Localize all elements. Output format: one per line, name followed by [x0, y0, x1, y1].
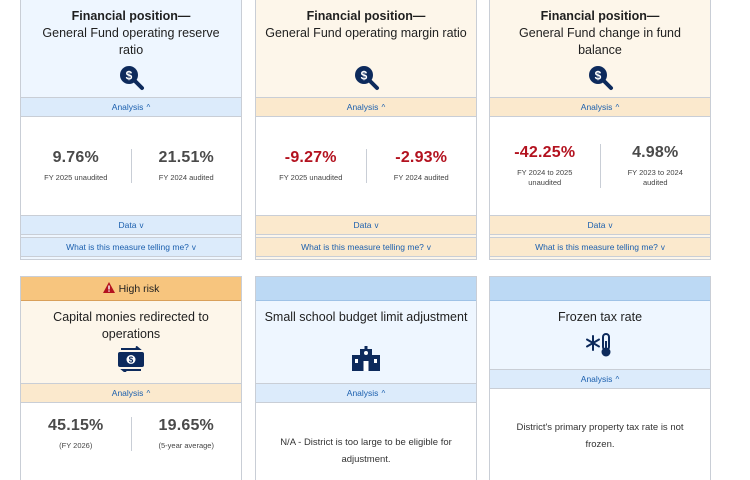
- analysis-label: Analysis: [580, 374, 613, 384]
- chevron-down-icon: v: [426, 242, 431, 252]
- measure-explanation-toggle[interactable]: What is this measure telling me? v: [256, 237, 476, 257]
- measure-explanation-toggle[interactable]: What is this measure telling me? v: [21, 237, 241, 257]
- metric-label: FY 2025 unaudited: [279, 173, 343, 182]
- analysis-toggle[interactable]: Analysis ^: [490, 97, 710, 117]
- analysis-note: N/A - District is too large to be eligib…: [280, 437, 452, 465]
- card-capital-monies-redirected: High risk Capital monies redirected to o…: [20, 276, 242, 480]
- card-change-in-fund-balance: Financial position— General Fund change …: [489, 0, 711, 260]
- data-toggle[interactable]: Data v: [256, 215, 476, 235]
- card-subtitle: General Fund change in fund balance: [519, 26, 681, 57]
- card-header-band: [256, 277, 476, 301]
- analysis-label: Analysis: [111, 388, 144, 398]
- warning-icon: [102, 281, 115, 296]
- metric-label: FY 2024 audited: [158, 173, 214, 182]
- measure-explanation-label: What is this measure telling me?: [535, 242, 658, 252]
- svg-text:$: $: [126, 69, 133, 83]
- risk-badge-label: High risk: [118, 282, 160, 295]
- metrics-panel: 45.15% (FY 2026) 19.65% (5-year average): [21, 403, 241, 480]
- analysis-label: Analysis: [111, 102, 144, 112]
- metric-label: FY 2024 to 2025 unaudited: [517, 168, 573, 187]
- card-small-school-budget-limit: Small school budget limit adjustment Ana…: [255, 276, 477, 480]
- analysis-toggle[interactable]: Analysis ^: [21, 383, 241, 403]
- metrics-panel: -42.25% FY 2024 to 2025 unaudited 4.98% FY…: [490, 117, 710, 215]
- svg-text:$: $: [129, 356, 134, 365]
- svg-text:$: $: [595, 69, 602, 83]
- analysis-label: Analysis: [346, 388, 379, 398]
- metric-value: 21.51%: [158, 149, 214, 166]
- analysis-toggle[interactable]: Analysis ^: [21, 97, 241, 117]
- metric-value: 45.15%: [48, 417, 104, 434]
- metric-value: -2.93%: [395, 149, 448, 166]
- metric: -42.25% FY 2024 to 2025 unaudited: [490, 144, 600, 188]
- money-search-icon: $: [256, 63, 476, 91]
- metric-value: 9.76%: [52, 149, 99, 166]
- data-label: Data: [118, 220, 137, 230]
- chevron-up-icon: ^: [146, 102, 151, 112]
- school-building-icon: [256, 345, 476, 373]
- note-panel: District's primary property tax rate is …: [490, 389, 710, 480]
- card-subtitle: General Fund operating margin ratio: [265, 26, 467, 40]
- analysis-toggle[interactable]: Analysis ^: [256, 97, 476, 117]
- chevron-down-icon: v: [139, 220, 144, 230]
- card-frozen-tax-rate: Frozen tax rate Analysis ^ District's pri…: [489, 276, 711, 480]
- chevron-up-icon: ^: [146, 388, 151, 398]
- metric-label: (5-year average): [158, 441, 214, 450]
- svg-text:$: $: [361, 69, 368, 83]
- metric: 9.76% FY 2025 unaudited: [21, 149, 131, 183]
- card-operating-reserve-ratio: Financial position— General Fund operati…: [20, 0, 242, 260]
- card-title: Capital monies redirected to operations: [53, 310, 209, 341]
- metric-value: -42.25%: [514, 144, 576, 161]
- metric-label: FY 2024 audited: [393, 173, 449, 182]
- chevron-up-icon: ^: [381, 388, 386, 398]
- metric-value: 19.65%: [158, 417, 214, 434]
- metric: 21.51% FY 2024 audited: [130, 149, 242, 183]
- card-title: Financial position—: [71, 9, 191, 23]
- analysis-note: District's primary property tax rate is …: [516, 422, 684, 450]
- chevron-down-icon: v: [608, 220, 613, 230]
- metric: -2.93% FY 2024 audited: [365, 149, 477, 183]
- measure-explanation-label: What is this measure telling me?: [66, 242, 189, 252]
- data-label: Data: [587, 220, 606, 230]
- measure-explanation-label: What is this measure telling me?: [301, 242, 424, 252]
- money-search-icon: $: [21, 63, 241, 91]
- measure-explanation-toggle[interactable]: What is this measure telling me? v: [490, 237, 710, 257]
- analysis-toggle[interactable]: Analysis ^: [490, 369, 710, 389]
- metric-value: -9.27%: [284, 149, 337, 166]
- note-panel: N/A - District is too large to be eligib…: [256, 403, 476, 480]
- chevron-up-icon: ^: [615, 102, 620, 112]
- card-title: Financial position—: [306, 9, 426, 23]
- metric: 4.98% FY 2023 to 2024 audited: [599, 144, 711, 188]
- metric-label: FY 2023 to 2024 audited: [627, 168, 683, 187]
- metrics-panel: 9.76% FY 2025 unaudited 21.51% FY 2024 aud…: [21, 117, 241, 215]
- chevron-up-icon: ^: [381, 102, 386, 112]
- metric-value: 4.98%: [632, 144, 679, 161]
- chevron-down-icon: v: [660, 242, 665, 252]
- metric: -9.27% FY 2025 unaudited: [256, 149, 366, 183]
- card-subtitle: General Fund operating reserve ratio: [42, 26, 220, 57]
- money-search-icon: $: [490, 63, 710, 91]
- card-header-band: [490, 277, 710, 301]
- risk-badge: High risk: [21, 277, 241, 301]
- data-toggle[interactable]: Data v: [21, 215, 241, 235]
- analysis-label: Analysis: [580, 102, 613, 112]
- data-label: Data: [353, 220, 372, 230]
- snowflake-thermometer-icon: [490, 331, 710, 359]
- metric: 45.15% (FY 2026): [21, 417, 131, 451]
- metric: 19.65% (5-year average): [130, 417, 242, 451]
- card-title: Frozen tax rate: [557, 310, 643, 324]
- money-exchange-icon: $: [21, 345, 241, 373]
- card-title: Financial position—: [540, 9, 660, 23]
- metrics-panel: -9.27% FY 2025 unaudited -2.93% FY 2024 au…: [256, 117, 476, 215]
- chevron-down-icon: v: [191, 242, 196, 252]
- metric-label: (FY 2026): [59, 441, 93, 450]
- chevron-up-icon: ^: [615, 374, 620, 384]
- analysis-toggle[interactable]: Analysis ^: [256, 383, 476, 403]
- analysis-label: Analysis: [346, 102, 379, 112]
- data-toggle[interactable]: Data v: [490, 215, 710, 235]
- card-title: Small school budget limit adjustment: [264, 310, 468, 324]
- chevron-down-icon: v: [374, 220, 379, 230]
- metric-label: FY 2025 unaudited: [44, 173, 108, 182]
- card-operating-margin-ratio: Financial position— General Fund operati…: [255, 0, 477, 260]
